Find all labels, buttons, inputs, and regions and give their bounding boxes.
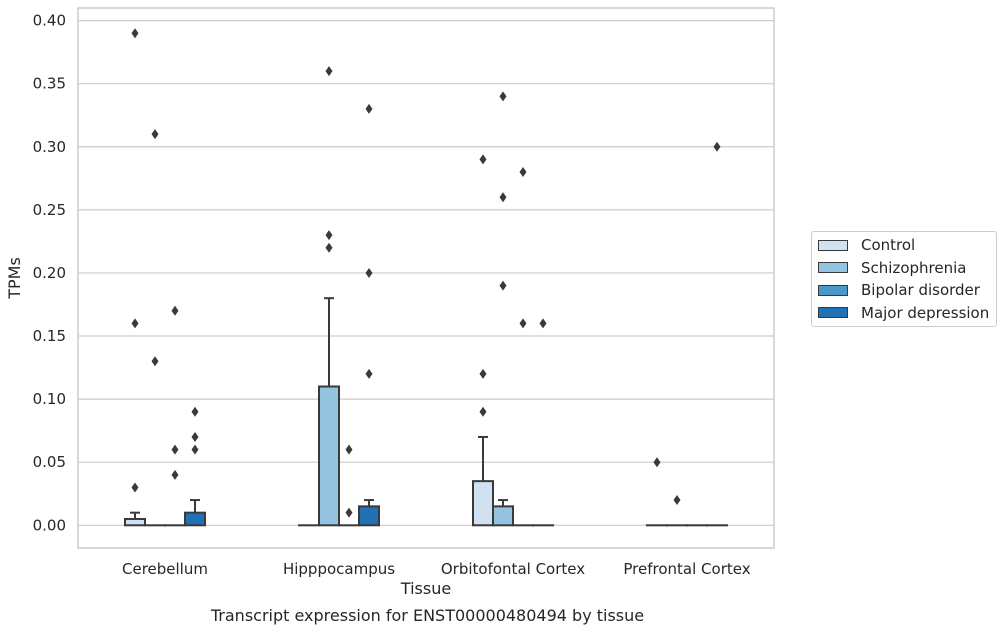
outlier-point xyxy=(365,267,373,278)
outlier-point xyxy=(713,141,721,152)
outlier-point xyxy=(171,469,179,480)
legend: Control Schizophrenia Bipolar disorder Majo… xyxy=(811,231,997,327)
outlier-point xyxy=(365,368,373,379)
y-tick-label: 0.20 xyxy=(33,264,66,282)
outlier-point xyxy=(191,431,199,442)
x-tick-label: Orbitofontal Cortex xyxy=(441,560,585,578)
y-tick-label: 0.00 xyxy=(33,516,66,534)
outliers xyxy=(131,28,721,518)
legend-item: Major depression xyxy=(818,303,989,323)
whiskers xyxy=(130,297,508,519)
outlier-point xyxy=(325,230,333,241)
outlier-point xyxy=(171,444,179,455)
legend-label: Control xyxy=(861,236,916,254)
bar xyxy=(358,505,380,527)
y-tick-label: 0.30 xyxy=(33,138,66,156)
chart-caption: Transcript expression for ENST0000048049… xyxy=(210,606,645,625)
grid xyxy=(78,20,774,526)
outlier-point xyxy=(479,368,487,379)
y-tick-label: 0.15 xyxy=(33,327,66,345)
outlier-point xyxy=(345,444,353,455)
plot-frame xyxy=(77,7,775,549)
y-tick-label: 0.40 xyxy=(33,12,66,30)
outlier-point xyxy=(131,28,139,39)
outlier-point xyxy=(131,482,139,493)
outlier-point xyxy=(539,318,547,329)
x-tick-labels: Cerebellum Hipppocampus Orbitofontal Corte… xyxy=(122,560,751,578)
x-tick-label: Cerebellum xyxy=(122,560,208,578)
y-tick-label: 0.25 xyxy=(33,201,66,219)
outlier-point xyxy=(519,318,527,329)
outlier-point xyxy=(131,318,139,329)
legend-label: Bipolar disorder xyxy=(861,281,980,299)
bar xyxy=(472,480,494,527)
outlier-point xyxy=(151,129,159,140)
bar xyxy=(184,511,206,527)
y-tick-label: 0.35 xyxy=(33,75,66,93)
outlier-point xyxy=(519,167,527,178)
outlier-point xyxy=(653,457,661,468)
outlier-point xyxy=(151,356,159,367)
bar xyxy=(124,517,146,527)
outlier-point xyxy=(499,192,507,203)
legend-swatch xyxy=(818,239,848,251)
y-tick-label: 0.05 xyxy=(33,453,66,471)
y-tick-label: 0.10 xyxy=(33,390,66,408)
legend-item: Bipolar disorder xyxy=(818,280,980,300)
outlier-point xyxy=(191,406,199,417)
y-axis-label: TPMs xyxy=(5,257,24,300)
outlier-point xyxy=(499,280,507,291)
outlier-point xyxy=(499,91,507,102)
x-tick-label: Prefrontal Cortex xyxy=(623,560,750,578)
outlier-point xyxy=(345,507,353,518)
outlier-point xyxy=(365,103,373,114)
outlier-point xyxy=(171,305,179,316)
legend-label: Schizophrenia xyxy=(861,258,967,277)
legend-swatch xyxy=(818,262,848,273)
legend-swatch xyxy=(818,284,848,296)
y-tick-labels: 0.00 0.05 0.10 0.15 0.20 0.25 0.30 0.35 0.40 xyxy=(33,12,66,535)
bars xyxy=(124,385,728,527)
outlier-point xyxy=(325,242,333,253)
legend-label: Major depression xyxy=(861,303,990,322)
legend-item: Schizophrenia xyxy=(818,258,966,278)
legend-item: Control xyxy=(818,235,915,255)
x-axis-label: Tissue xyxy=(400,579,451,598)
outlier-point xyxy=(479,154,487,165)
legend-swatch xyxy=(818,307,848,318)
bar xyxy=(492,505,514,527)
bar xyxy=(318,385,340,527)
outlier-point xyxy=(479,406,487,417)
outlier-point xyxy=(325,66,333,77)
outlier-point xyxy=(191,444,199,455)
x-tick-label: Hipppocampus xyxy=(283,560,395,578)
outlier-point xyxy=(673,495,681,506)
